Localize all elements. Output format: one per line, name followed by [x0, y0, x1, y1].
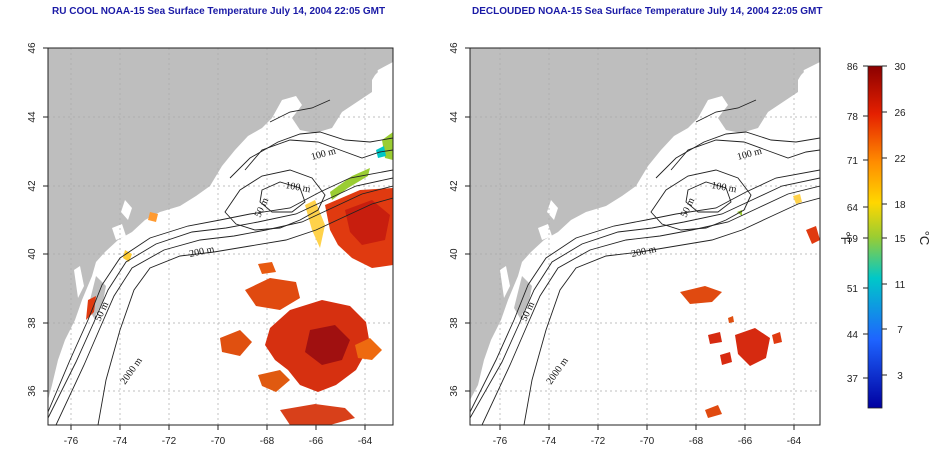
temperature-colorbar: 86 78 71 64 59 51 44 37 30 26 22 18 15 1… — [838, 62, 932, 409]
svg-text:18: 18 — [894, 200, 906, 211]
svg-text:46: 46 — [449, 42, 460, 54]
svg-text:100 m: 100 m — [710, 180, 737, 195]
svg-text:64: 64 — [847, 203, 859, 214]
right-map-title: DECLOUDED NOAA-15 Sea Surface Temperatur… — [472, 6, 823, 17]
right-y-tick-labels: 36 38 40 42 44 46 — [449, 42, 460, 397]
colorbar-ticks — [863, 65, 887, 379]
svg-text:-64: -64 — [787, 436, 802, 447]
svg-text:-66: -66 — [738, 436, 753, 447]
svg-text:15: 15 — [894, 234, 906, 245]
svg-text:-72: -72 — [591, 436, 606, 447]
celsius-unit: °C — [917, 231, 932, 246]
svg-text:200 m: 200 m — [188, 244, 215, 260]
svg-text:-72: -72 — [162, 436, 177, 447]
svg-text:26: 26 — [894, 108, 906, 119]
svg-text:-64: -64 — [358, 436, 373, 447]
svg-text:44: 44 — [449, 111, 460, 123]
svg-text:-68: -68 — [260, 436, 275, 447]
colorbar-gradient — [867, 65, 883, 409]
svg-text:22: 22 — [894, 154, 906, 165]
svg-text:36: 36 — [449, 385, 460, 397]
land-mass — [48, 48, 393, 400]
svg-text:11: 11 — [895, 280, 906, 291]
svg-text:71: 71 — [847, 156, 859, 167]
svg-text:78: 78 — [847, 112, 859, 123]
left-map-title: RU COOL NOAA-15 Sea Surface Temperature … — [52, 6, 386, 17]
svg-text:-70: -70 — [640, 436, 655, 447]
right-map: 100 m 100 m 50 m 200 m 50 m 2000 m -76 -… — [449, 42, 821, 447]
svg-text:3: 3 — [897, 371, 903, 382]
svg-text:44: 44 — [27, 111, 38, 123]
svg-text:38: 38 — [27, 317, 38, 329]
right-axis-ticks — [465, 47, 795, 430]
fahrenheit-unit: °F — [838, 231, 853, 244]
svg-text:44: 44 — [847, 330, 859, 341]
svg-text:-68: -68 — [689, 436, 704, 447]
fahrenheit-labels: 86 78 71 64 59 51 44 37 — [847, 62, 859, 385]
svg-text:40: 40 — [27, 248, 38, 260]
left-sst-patches — [86, 132, 393, 425]
left-bathymetry — [48, 99, 393, 425]
svg-text:-76: -76 — [493, 436, 508, 447]
svg-text:42: 42 — [449, 180, 460, 192]
left-y-tick-labels: 36 38 40 42 44 46 — [27, 42, 38, 397]
svg-text:-74: -74 — [542, 436, 557, 447]
svg-text:36: 36 — [27, 385, 38, 397]
right-x-tick-labels: -76 -74 -72 -70 -68 -66 -64 — [493, 436, 802, 447]
svg-text:100 m: 100 m — [284, 180, 311, 195]
svg-text:37: 37 — [847, 374, 859, 385]
svg-text:-74: -74 — [113, 436, 128, 447]
svg-text:-70: -70 — [211, 436, 226, 447]
left-x-tick-labels: -76 -74 -72 -70 -68 -66 -64 — [64, 436, 373, 447]
celsius-labels: 30 26 22 18 15 11 7 3 — [894, 62, 906, 382]
svg-text:200 m: 200 m — [630, 244, 657, 260]
left-map: 100 m 100 m 50 m 200 m 50 m 2000 m -76 -… — [27, 42, 394, 447]
svg-text:-66: -66 — [309, 436, 324, 447]
svg-text:42: 42 — [27, 180, 38, 192]
svg-text:86: 86 — [847, 62, 859, 73]
right-graticule — [470, 48, 820, 425]
svg-text:30: 30 — [894, 62, 906, 73]
svg-text:-76: -76 — [64, 436, 79, 447]
svg-text:7: 7 — [897, 325, 903, 336]
svg-text:51: 51 — [847, 284, 859, 295]
left-map-frame — [47, 47, 394, 426]
svg-text:59: 59 — [847, 234, 859, 245]
svg-text:40: 40 — [449, 248, 460, 260]
left-axis-ticks — [43, 47, 366, 430]
svg-text:46: 46 — [27, 42, 38, 54]
right-sst-patches — [680, 194, 820, 418]
svg-text:38: 38 — [449, 317, 460, 329]
right-bathymetry — [470, 99, 820, 425]
right-map-frame — [469, 47, 821, 426]
land-mass — [470, 48, 820, 400]
